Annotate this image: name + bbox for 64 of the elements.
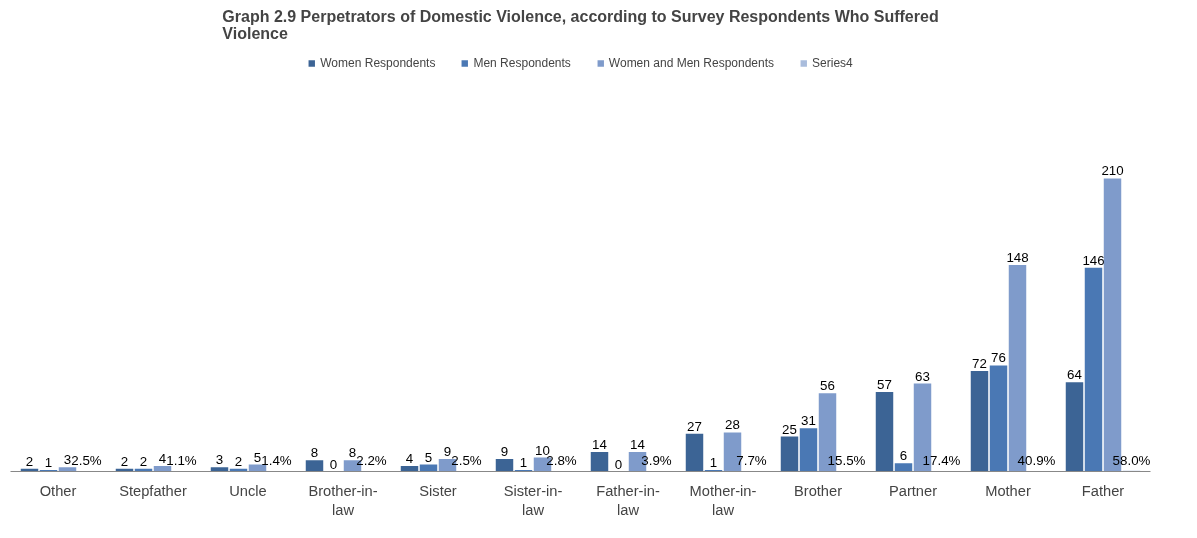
- data-label: 14: [592, 436, 608, 452]
- data-label: 0: [329, 456, 338, 472]
- x-tick-label: Sister: [419, 482, 457, 499]
- x-tick-label: Partner: [888, 482, 938, 499]
- data-label: 56: [820, 378, 835, 394]
- data-label: 3: [63, 452, 72, 468]
- data-label: 76: [991, 350, 1006, 366]
- x-tick-label: Other: [39, 482, 77, 499]
- x-tick-label: Sister-in-law: [503, 482, 563, 518]
- data-label: 1.1%: [166, 453, 197, 469]
- data-label: 6: [899, 448, 908, 464]
- data-label: 2.8%: [546, 453, 577, 469]
- data-label: 4: [158, 450, 167, 466]
- data-label: 2.5%: [451, 453, 482, 469]
- data-label: 2: [234, 453, 243, 469]
- data-label: 31: [801, 413, 816, 429]
- data-label: 57: [877, 376, 892, 392]
- data-label: 2.2%: [356, 453, 387, 469]
- data-label: 2: [139, 453, 148, 469]
- data-label: 3.9%: [641, 453, 672, 469]
- data-label: 7.7%: [736, 453, 767, 469]
- data-label: 15.5%: [827, 453, 866, 469]
- data-label: 5: [424, 449, 433, 465]
- x-tick-label: Brother: [793, 482, 843, 499]
- data-label: 8: [310, 445, 319, 461]
- data-label: 1: [44, 455, 53, 471]
- data-label: 8: [348, 445, 357, 461]
- data-label: 28: [725, 417, 740, 433]
- data-label: 1: [519, 455, 528, 471]
- legend-label: Women Respondents: [320, 56, 436, 70]
- chart-title: Graph 2.9 Perpetrators of Domestic Violence, according to Survey Respondents Who Suffered Violence: [222, 7, 939, 42]
- data-label: 64: [1067, 367, 1083, 383]
- data-label: 0: [614, 456, 623, 472]
- data-label: 14: [630, 436, 646, 452]
- data-label: 17.4%: [922, 453, 961, 469]
- data-label: 25: [782, 421, 797, 437]
- data-label: 3: [215, 452, 224, 468]
- x-tick-label: Brother-in-law: [308, 482, 378, 518]
- data-label: 4: [405, 450, 414, 466]
- data-label: 146: [1082, 252, 1105, 268]
- data-label: 1: [709, 455, 718, 471]
- data-label: 210: [1101, 163, 1124, 179]
- data-label: 9: [443, 443, 452, 459]
- data-label: 148: [1006, 249, 1029, 265]
- x-tick-label: Father: [1081, 482, 1125, 499]
- data-label: 1.4%: [261, 453, 292, 469]
- legend-label: Men Respondents: [473, 56, 571, 70]
- x-tick-label: Mother-in-law: [689, 482, 757, 518]
- data-label: 72: [972, 356, 987, 372]
- data-label: 2: [25, 453, 34, 469]
- data-label: 2.5%: [71, 453, 102, 469]
- data-label: 5: [253, 449, 262, 465]
- data-label: 9: [500, 443, 509, 459]
- x-tick-label: Uncle: [229, 482, 267, 499]
- data-label: 58.0%: [1112, 452, 1151, 468]
- data-label: 2: [120, 453, 129, 469]
- legend-label: Series4: [812, 56, 853, 70]
- x-tick-label: Father-in-law: [596, 482, 660, 518]
- x-tick-label: Mother: [985, 482, 1031, 499]
- x-tick-label: Stepfather: [119, 482, 187, 499]
- legend-label: Women and Men Respondents: [608, 56, 775, 70]
- data-label: 27: [687, 418, 702, 434]
- data-label: 40.9%: [1017, 452, 1056, 468]
- data-label: 63: [915, 368, 930, 384]
